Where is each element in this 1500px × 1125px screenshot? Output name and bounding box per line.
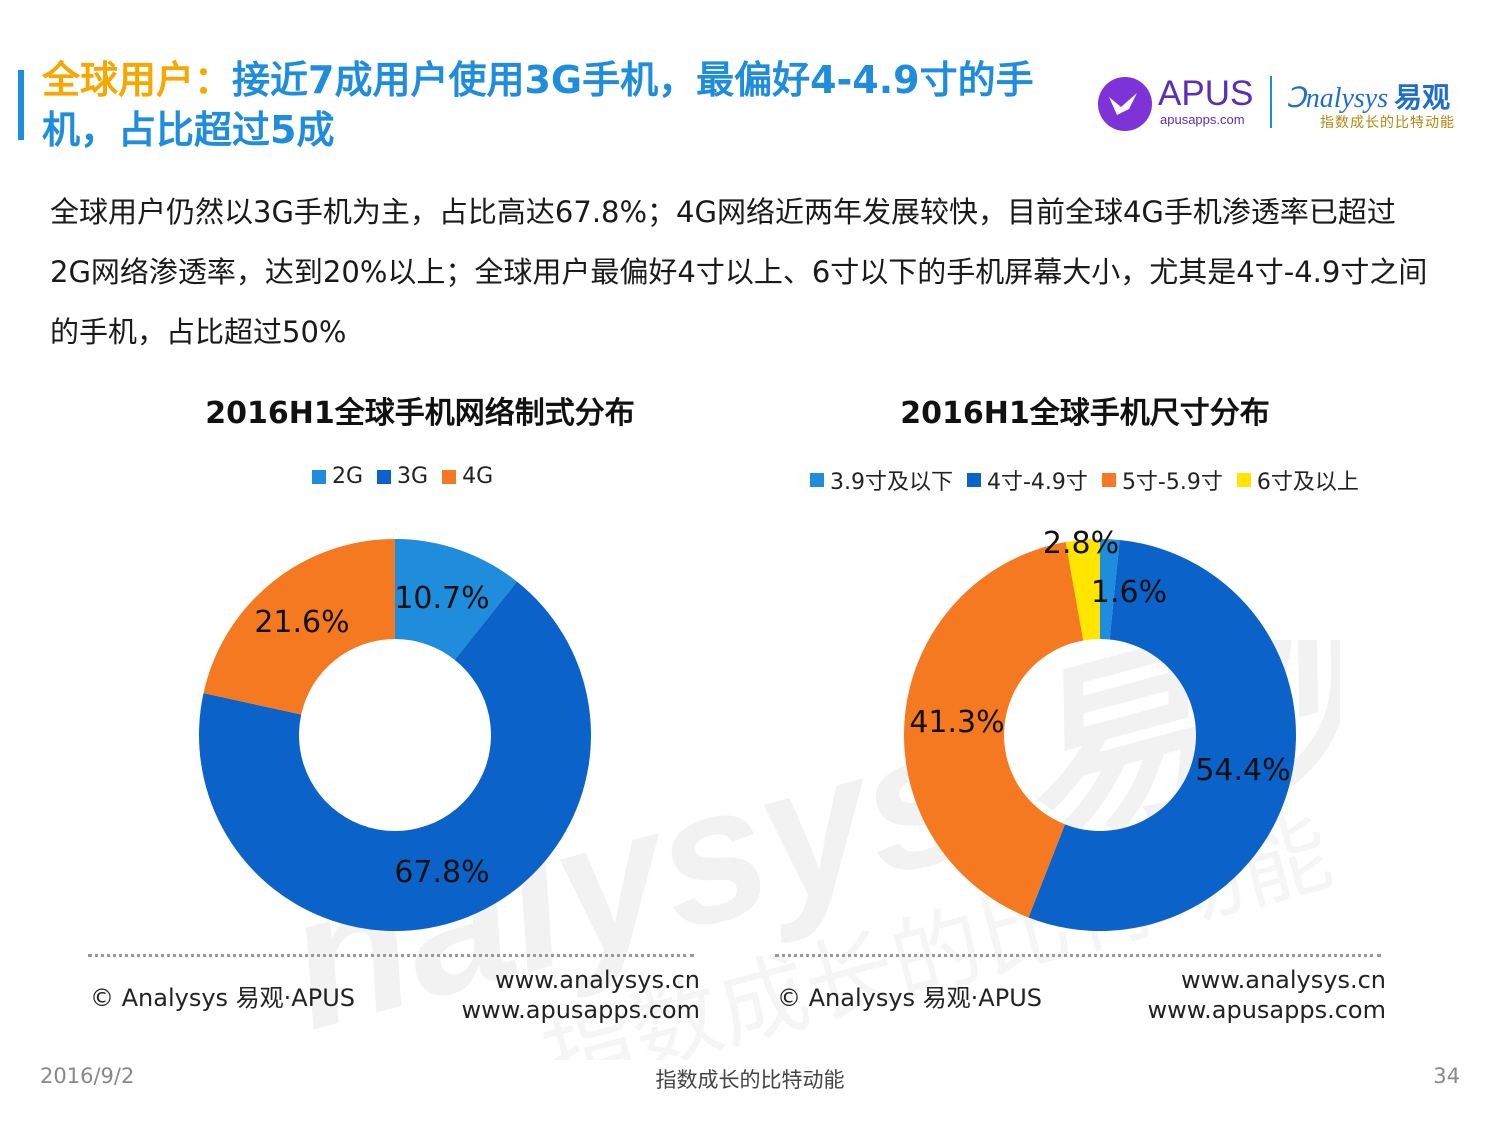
analysys-logo-cn: 易观 (1394, 81, 1451, 114)
chart1-data-label-0: 10.7% (394, 581, 489, 616)
chart1-data-label-2: 21.6% (254, 605, 349, 640)
chart2-data-label-2: 41.3% (909, 705, 1004, 740)
title-accent-bar (18, 70, 24, 140)
chart2-slice-3 (1065, 539, 1100, 641)
chart2-legend-swatch-2 (1101, 473, 1116, 487)
chart2-legend: 3.9寸及以下 4寸-4.9寸 5寸-5.9寸 6寸及以上 (810, 464, 1359, 496)
analysys-logo: Ↄnalysys 易观 (1286, 76, 1450, 116)
summary-paragraph: 全球用户仍然以3G手机为主，占比高达67.8%；4G网络近两年发展较快，目前全球… (50, 195, 1428, 349)
chart2-slice-0 (1100, 539, 1120, 640)
apus-logo-icon (1098, 77, 1152, 131)
chart2-legend-item: 6寸及以上 (1236, 464, 1359, 496)
chart1-legend-label-1: 3G (397, 464, 429, 489)
page-number: 34 (1433, 1064, 1460, 1088)
chart1-source-urls: www.analysys.cn www.apusapps.com (400, 965, 700, 1025)
page-title: 全球用户：接近7成用户使用3G手机，最偏好4-4.9寸的手机，占比超过5成 (42, 55, 1082, 155)
chart2-legend-label-0: 3.9寸及以下 (830, 470, 953, 495)
apus-logo-name: APUS (1158, 74, 1254, 113)
chart2-legend-label-3: 6寸及以上 (1256, 470, 1359, 495)
analysys-logo-slogan: 指数成长的比特动能 (1320, 115, 1455, 131)
chart2-legend-item: 3.9寸及以下 (810, 464, 953, 496)
chart1-legend-swatch-0 (312, 469, 326, 484)
page-title-highlight: 全球用户： (42, 58, 233, 102)
chart2-legend-item: 5寸-5.9寸 (1101, 464, 1223, 496)
chart1-data-label-1: 67.8% (394, 855, 489, 890)
chart2-legend-label-2: 5寸-5.9寸 (1121, 470, 1223, 495)
chart1-slice-0 (395, 539, 517, 660)
chart1-legend-label-0: 2G (332, 464, 364, 489)
chart1-legend-item: 2G (312, 464, 363, 489)
chart2-legend-swatch-3 (1236, 473, 1251, 487)
chart1-legend: 2G 3G 4G (312, 464, 493, 489)
chart1-donut: 10.7% 67.8% 21.6% (199, 539, 591, 931)
chart2-slice-2 (904, 542, 1084, 918)
chart1-legend-swatch-1 (377, 469, 392, 484)
logo-divider (1270, 76, 1272, 128)
chart2-legend-label-1: 4寸-4.9寸 (987, 470, 1088, 495)
chart1-legend-swatch-2 (442, 469, 457, 484)
chart2-source-url1: www.analysys.cn (1180, 966, 1386, 994)
chart1-legend-item: 3G (377, 464, 428, 489)
chart1-source-url2: www.apusapps.com (461, 996, 700, 1024)
chart2-data-label-3: 2.8% (1043, 526, 1119, 561)
chart1-slice-1 (199, 581, 591, 931)
brand-logos: APUS apusapps.com Ↄnalysys 易观 指数成长的比特动能 (1098, 72, 1478, 132)
chart2-source-urls: www.analysys.cn www.apusapps.com (1086, 965, 1386, 1025)
source-divider-right (775, 954, 1381, 957)
chart1-source-url1: www.analysys.cn (494, 966, 700, 994)
chart1-legend-label-2: 4G (462, 464, 494, 489)
page-title-rest: 接近7成用户使用3G手机，最偏好4-4.9寸的手机，占比超过5成 (42, 58, 1034, 152)
chart2-legend-swatch-0 (810, 473, 824, 487)
chart2-slice-1 (1028, 539, 1297, 931)
footer-slogan: 指数成长的比特动能 (655, 1068, 845, 1092)
analysys-logo-mark-icon: Ↄ (1286, 83, 1306, 114)
source-divider-left (88, 954, 694, 957)
chart2-source-url2: www.apusapps.com (1147, 996, 1386, 1024)
chart1-legend-item: 4G (442, 464, 493, 489)
chart2-source-copyright: © Analysys 易观·APUS (777, 984, 1042, 1012)
chart2-donut: 1.6% 54.4% 41.3% 2.8% (904, 526, 1297, 931)
chart2-title: 2016H1全球手机尺寸分布 (900, 396, 1270, 431)
apus-logo-url: apusapps.com (1160, 112, 1245, 127)
analysys-logo-name: nalysys (1305, 83, 1389, 114)
chart2-legend-item: 4寸-4.9寸 (967, 464, 1088, 496)
chart2-legend-swatch-1 (967, 473, 981, 487)
chart2-data-label-0: 1.6% (1091, 575, 1167, 610)
chart1-slice-2 (203, 539, 395, 715)
footer-date: 2016/9/2 (40, 1064, 135, 1088)
chart1-title: 2016H1全球手机网络制式分布 (205, 396, 635, 431)
chart2-data-label-1: 54.4% (1195, 753, 1290, 788)
chart1-source-copyright: © Analysys 易观·APUS (90, 984, 355, 1012)
